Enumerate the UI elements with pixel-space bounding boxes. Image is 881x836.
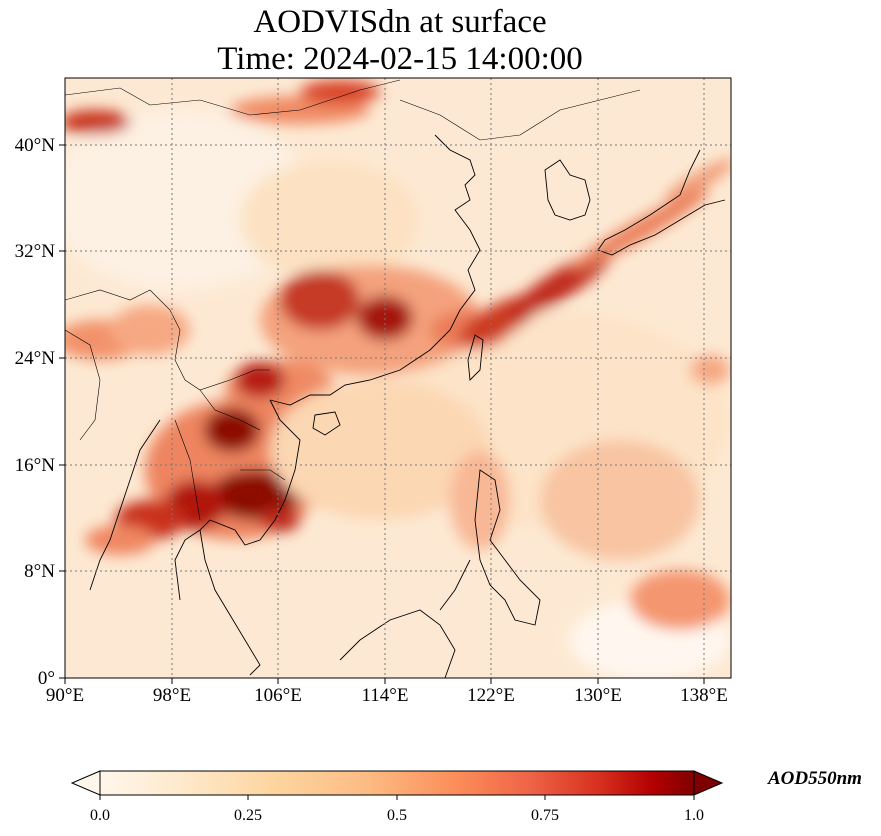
lon-axis: 90°E 98°E 106°E 114°E 122°E 130°E 138°E: [46, 678, 728, 706]
lon-tick-label: 106°E: [254, 685, 302, 706]
colorbar-tick-label: 0.75: [531, 807, 559, 824]
map-time: Time: 2024-02-15 14:00:00: [217, 41, 583, 77]
lon-tick-label: 122°E: [467, 685, 515, 706]
colorbar-min-extend: [70, 770, 101, 796]
lon-tick-label: 138°E: [680, 685, 728, 706]
lat-tick-label: 40°N: [15, 135, 56, 156]
colorbar-max-extend: [693, 770, 724, 796]
lat-tick-label: 32°N: [15, 241, 56, 262]
lat-tick-label: 24°N: [15, 348, 56, 369]
colorbar: 0.0 0.25 0.5 0.75 1.0: [70, 770, 724, 824]
lon-tick-label: 90°E: [46, 685, 84, 706]
colorbar-tick-label: 0.25: [234, 807, 262, 824]
colorbar-unit-label: AOD550nm: [768, 768, 862, 789]
coastlines: [65, 79, 726, 678]
colorbar-tick-label: 0.5: [387, 807, 407, 824]
lon-tick-label: 114°E: [362, 685, 409, 706]
map-frame: [64, 77, 732, 679]
map-title: AODVISdn at surface: [253, 4, 547, 40]
aod-field: [65, 78, 731, 678]
lon-tick-label: 130°E: [574, 685, 622, 706]
lat-axis: 0° 8°N 16°N 24°N 32°N 40°N: [15, 135, 65, 689]
colorbar-tick-label: 0.0: [90, 807, 110, 824]
gridlines: [65, 78, 731, 678]
lon-tick-label: 98°E: [153, 685, 191, 706]
lat-tick-label: 0°: [38, 668, 55, 689]
colorbar-tick-label: 1.0: [684, 807, 704, 824]
colorbar-gradient: [100, 771, 694, 795]
lat-tick-label: 8°N: [24, 561, 55, 582]
lat-tick-label: 16°N: [15, 455, 56, 476]
